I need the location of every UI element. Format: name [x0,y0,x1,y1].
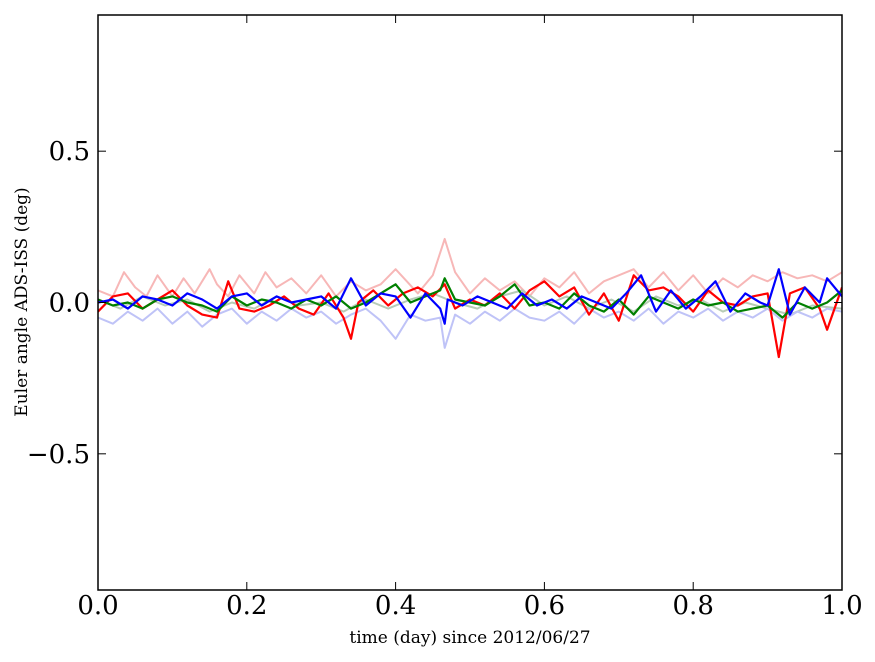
series-line-0 [98,237,842,298]
x-axis-label: time (day) since 2012/06/27 [349,628,590,648]
x-tick-label: 1.0 [821,591,862,621]
x-tick-label: 0.2 [226,591,267,621]
series-layer [98,237,842,359]
y-tick-label: 0.5 [49,137,90,167]
series-line-2 [98,307,842,349]
tick-layer: 0.0 0.2 0.4 0.6 0.8 1.0 −0.5 0.0 0.5 [27,15,863,621]
y-tick-label: −0.5 [27,440,90,470]
x-tick-label: 0.8 [673,591,714,621]
y-axis-label: Euler angle ADS-ISS (deg) [12,187,32,416]
plot-frame [97,14,843,591]
x-tick-label: 0.4 [375,591,416,621]
x-tick-label: 0.0 [77,591,118,621]
x-tick-label: 0.6 [524,591,565,621]
y-tick-label: 0.0 [49,289,90,319]
series-line-4 [98,277,842,319]
series-line-5 [98,268,842,325]
